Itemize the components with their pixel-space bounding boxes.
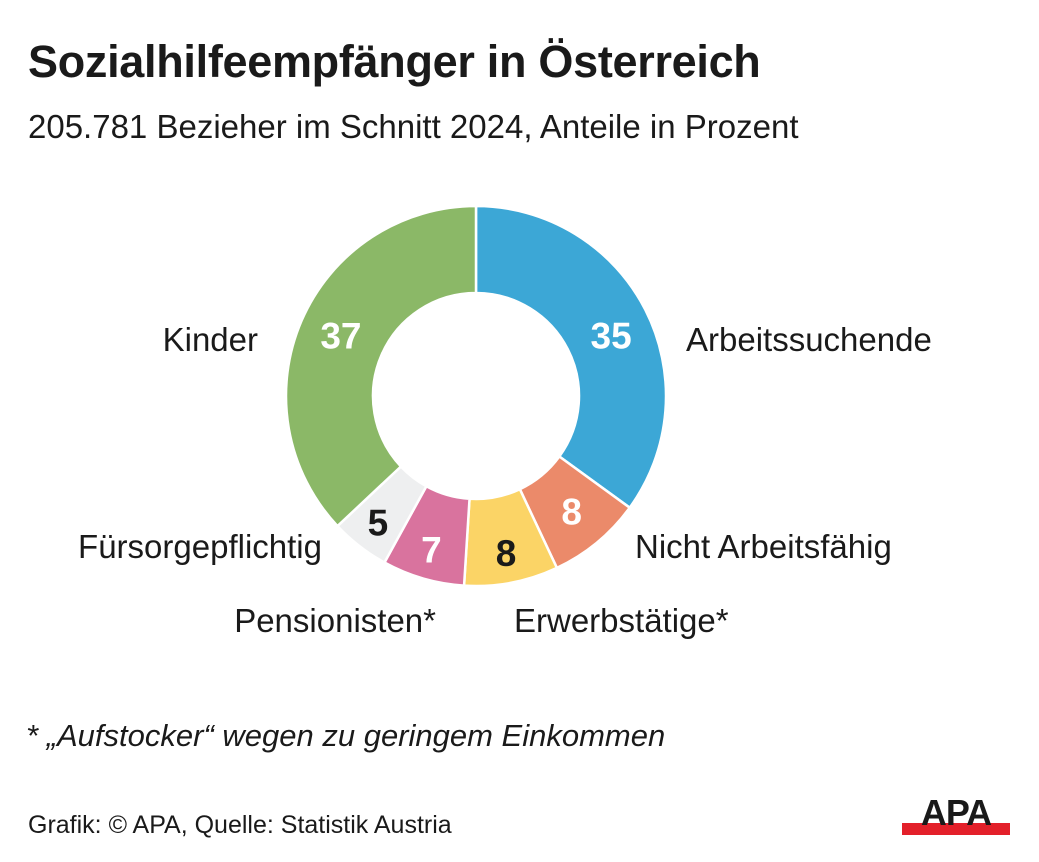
slice-kinder <box>284 204 478 528</box>
slice-value-label: 8 <box>496 533 517 574</box>
category-label: Pensionisten* <box>234 602 436 639</box>
category-label: Erwerbstätige* <box>514 602 729 639</box>
footnote: * „Aufstocker“ wegen zu geringem Einkomm… <box>26 718 666 753</box>
category-label: Fürsorgepflichtig <box>78 528 322 565</box>
logo-red-bar <box>902 823 1010 835</box>
slice-value-label: 5 <box>368 502 389 543</box>
donut-chart: 35 Arbeitssuchende 8 Nicht Arbeitsfähig 8 Erw… <box>78 204 932 639</box>
logo-text: APA <box>921 792 992 833</box>
category-label: Kinder <box>163 321 258 358</box>
chart-title: Sozialhilfeempfänger in Österreich <box>28 36 761 87</box>
source-credit: Grafik: © APA, Quelle: Statistik Austria <box>28 811 452 839</box>
category-label: Nicht Arbeitsfähig <box>635 528 892 565</box>
apa-logo: APA <box>902 792 1010 835</box>
category-label: Arbeitssuchende <box>686 321 932 358</box>
slice-value-label: 8 <box>561 492 582 533</box>
slice-value-label: 37 <box>320 316 361 357</box>
chart-subtitle: 205.781 Bezieher im Schnitt 2024, Anteil… <box>28 108 799 145</box>
slice-value-label: 7 <box>421 530 442 571</box>
slice-arbeitssuchende <box>474 204 668 510</box>
slice-value-label: 35 <box>591 316 632 357</box>
